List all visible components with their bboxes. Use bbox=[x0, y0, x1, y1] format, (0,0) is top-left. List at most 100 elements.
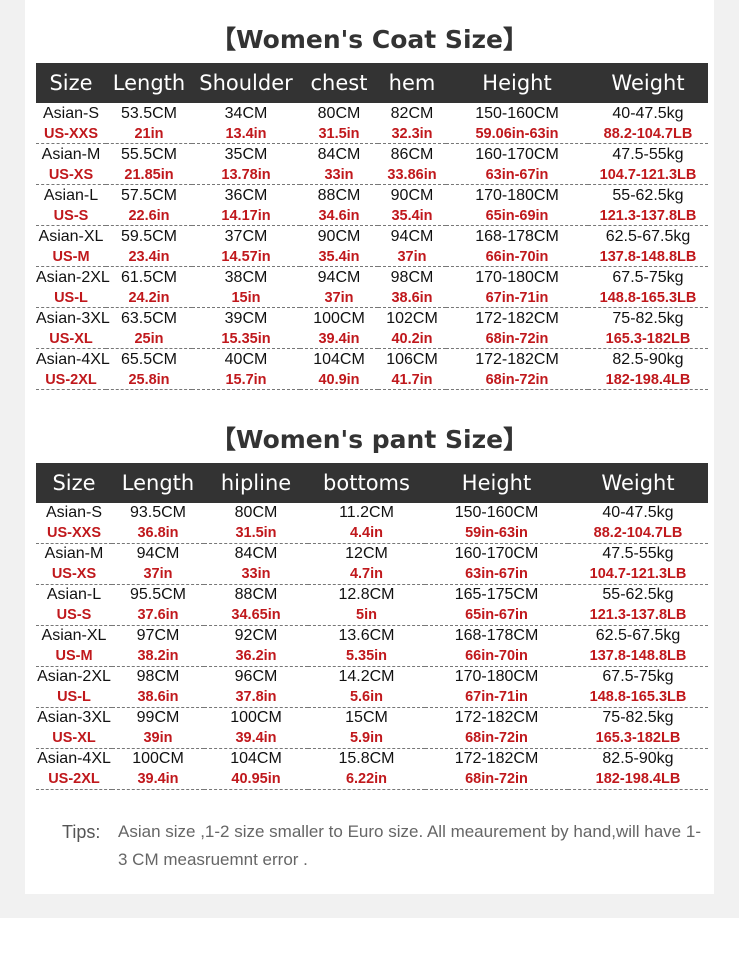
pant-us-cell: 39.4in bbox=[112, 769, 204, 790]
coat-us-cell: 13.78in bbox=[192, 165, 300, 185]
coat-asian-cell: 75-82.5kg bbox=[612, 309, 684, 327]
pant-asian-cell: 82.5-90kg bbox=[602, 750, 674, 767]
coat-size-table: Size Length Shoulder chest hem Height Weight A… bbox=[36, 63, 708, 390]
coat-us-cell: 148.8-165.3LB bbox=[588, 288, 708, 308]
pant-us-cell: 148.8-165.3LB bbox=[568, 687, 708, 708]
pant-header-cell: Weight bbox=[568, 463, 708, 503]
pant-us-cell: 5.6in bbox=[308, 687, 425, 708]
pant-asian-cell: 14.2CM bbox=[338, 668, 395, 685]
coat-us-cell: 15.7in bbox=[192, 370, 300, 390]
coat-us-cell: 182-198.4LB bbox=[588, 370, 708, 390]
coat-us-cell: 40.9in bbox=[300, 370, 378, 390]
pant-us-cell: 182-198.4LB bbox=[568, 769, 708, 790]
coat-us-cell: 24.2in bbox=[106, 288, 192, 308]
coat-us-cell: 37in bbox=[300, 288, 378, 308]
coat-asian-cell: 40-47.5kg bbox=[612, 104, 684, 122]
pant-us-cell: 40.95in bbox=[204, 769, 308, 790]
pant-asian-cell: 15.8CM bbox=[338, 750, 395, 767]
pant-asian-cell: 88CM bbox=[234, 586, 278, 603]
pant-asian-cell: 15CM bbox=[345, 709, 388, 726]
pant-us-cell: 4.4in bbox=[308, 523, 425, 544]
coat-us-cell: 31.5in bbox=[300, 124, 378, 144]
coat-asian-cell: 55-62.5kg bbox=[612, 186, 684, 204]
coat-us-row: US-2XL 25.8in 15.7in 40.9in 41.7in 68in-72in 1… bbox=[36, 370, 708, 390]
coat-asian-row: Asian-4XL 65.5CM 40CM 104CM 106CM 172-182CM 82… bbox=[36, 349, 708, 371]
pant-asian-row: Asian-S 93.5CM 80CM 11.2CM 150-160CM 40-47.5k… bbox=[36, 503, 708, 523]
pant-us-cell: 165.3-182LB bbox=[568, 728, 708, 749]
pant-asian-row: Asian-4XL 100CM 104CM 15.8CM 172-182CM 82.5-9… bbox=[36, 749, 708, 770]
coat-size-title: 【Women's Coat Size】 bbox=[210, 25, 529, 54]
coat-header-row: Size Length Shoulder chest hem Height Weight bbox=[36, 63, 708, 103]
pant-us-cell: 36.2in bbox=[204, 646, 308, 667]
coat-asian-cell: 94CM bbox=[390, 227, 434, 245]
coat-us-row: US-L 24.2in 15in 37in 38.6in 67in-71in 148.8-1… bbox=[36, 288, 708, 308]
pant-asian-cell: 93.5CM bbox=[129, 504, 187, 521]
pant-asian-cell: 96CM bbox=[234, 668, 278, 685]
coat-asian-cell: 61.5CM bbox=[120, 268, 178, 286]
pant-asian-cell: 13.6CM bbox=[338, 627, 395, 644]
pant-asian-row: Asian-2XL 98CM 96CM 14.2CM 170-180CM 67.5-75k… bbox=[36, 667, 708, 688]
pant-size-table: Size Length hipline bottoms Height Weight Asi… bbox=[36, 463, 708, 790]
pant-us-cell: 34.65in bbox=[204, 605, 308, 626]
pant-asian-row: Asian-M 94CM 84CM 12CM 160-170CM 47.5-55kg bbox=[36, 544, 708, 565]
pant-asian-cell: 75-82.5kg bbox=[602, 709, 674, 726]
pant-us-cell: US-S bbox=[36, 605, 112, 626]
pant-us-cell: 5.35in bbox=[308, 646, 425, 667]
coat-us-cell: 33in bbox=[300, 165, 378, 185]
coat-us-cell: 39.4in bbox=[300, 329, 378, 349]
pant-asian-cell: 62.5-67.5kg bbox=[595, 627, 681, 644]
coat-us-cell: 14.57in bbox=[192, 247, 300, 267]
coat-us-cell: 33.86in bbox=[378, 165, 446, 185]
coat-asian-cell: 35CM bbox=[224, 145, 268, 163]
pant-asian-cell: 104CM bbox=[230, 750, 282, 767]
coat-us-cell: US-XXS bbox=[36, 124, 106, 144]
pant-asian-cell: 97CM bbox=[136, 627, 180, 644]
coat-asian-cell: 34CM bbox=[224, 104, 268, 122]
pant-us-cell: 88.2-104.7LB bbox=[568, 523, 708, 544]
coat-us-cell: 22.6in bbox=[106, 206, 192, 226]
coat-us-cell: US-L bbox=[36, 288, 106, 308]
coat-asian-cell: Asian-3XL bbox=[36, 309, 110, 327]
pant-asian-cell: 92CM bbox=[234, 627, 278, 644]
pant-us-cell: 4.7in bbox=[308, 564, 425, 585]
pant-us-row: US-L 38.6in 37.8in 5.6in 67in-71in 148.8-165.… bbox=[36, 687, 708, 708]
coat-us-cell: 68in-72in bbox=[446, 329, 588, 349]
pant-header-cell: bottoms bbox=[308, 463, 425, 503]
coat-us-cell: US-2XL bbox=[36, 370, 106, 390]
pant-us-cell: 33in bbox=[204, 564, 308, 585]
pant-us-cell: US-XL bbox=[36, 728, 112, 749]
coat-asian-row: Asian-M 55.5CM 35CM 84CM 86CM 160-170CM 47.5-5… bbox=[36, 144, 708, 166]
pant-asian-cell: 55-62.5kg bbox=[602, 586, 674, 603]
pant-us-cell: US-M bbox=[36, 646, 112, 667]
pant-asian-row: Asian-3XL 99CM 100CM 15CM 172-182CM 75-82.5kg bbox=[36, 708, 708, 729]
pant-asian-cell: 94CM bbox=[136, 545, 180, 562]
pant-asian-cell: 168-178CM bbox=[454, 627, 539, 644]
pant-asian-cell: 99CM bbox=[136, 709, 180, 726]
coat-asian-cell: 82CM bbox=[390, 104, 434, 122]
coat-us-cell: 34.6in bbox=[300, 206, 378, 226]
coat-asian-cell: 98CM bbox=[390, 268, 434, 286]
pant-us-row: US-M 38.2in 36.2in 5.35in 66in-70in 137.8-148… bbox=[36, 646, 708, 667]
coat-us-cell: 21.85in bbox=[106, 165, 192, 185]
coat-us-cell: 38.6in bbox=[378, 288, 446, 308]
coat-asian-cell: 172-182CM bbox=[475, 350, 559, 368]
pant-us-cell: US-XS bbox=[36, 564, 112, 585]
coat-us-cell: 15.35in bbox=[192, 329, 300, 349]
coat-header-cell: Weight bbox=[588, 63, 708, 103]
pant-us-cell: 37.8in bbox=[204, 687, 308, 708]
coat-asian-cell: Asian-S bbox=[42, 104, 100, 122]
coat-asian-row: Asian-L 57.5CM 36CM 88CM 90CM 170-180CM 55-62.… bbox=[36, 185, 708, 207]
coat-asian-cell: 86CM bbox=[390, 145, 434, 163]
coat-asian-cell: Asian-2XL bbox=[36, 268, 110, 286]
pant-header-cell: Height bbox=[425, 463, 568, 503]
pant-us-row: US-XL 39in 39.4in 5.9in 68in-72in 165.3-182LB bbox=[36, 728, 708, 749]
coat-header-cell: chest bbox=[300, 63, 378, 103]
coat-header-cell: Size bbox=[36, 63, 106, 103]
coat-asian-cell: 82.5-90kg bbox=[612, 350, 684, 368]
coat-us-cell: 15in bbox=[192, 288, 300, 308]
coat-asian-row: Asian-3XL 63.5CM 39CM 100CM 102CM 172-182CM 75… bbox=[36, 308, 708, 330]
coat-us-row: US-XXS 21in 13.4in 31.5in 32.3in 59.06in-63in… bbox=[36, 124, 708, 144]
pant-us-cell: 38.6in bbox=[112, 687, 204, 708]
coat-header-cell: hem bbox=[378, 63, 446, 103]
pant-us-cell: 6.22in bbox=[308, 769, 425, 790]
